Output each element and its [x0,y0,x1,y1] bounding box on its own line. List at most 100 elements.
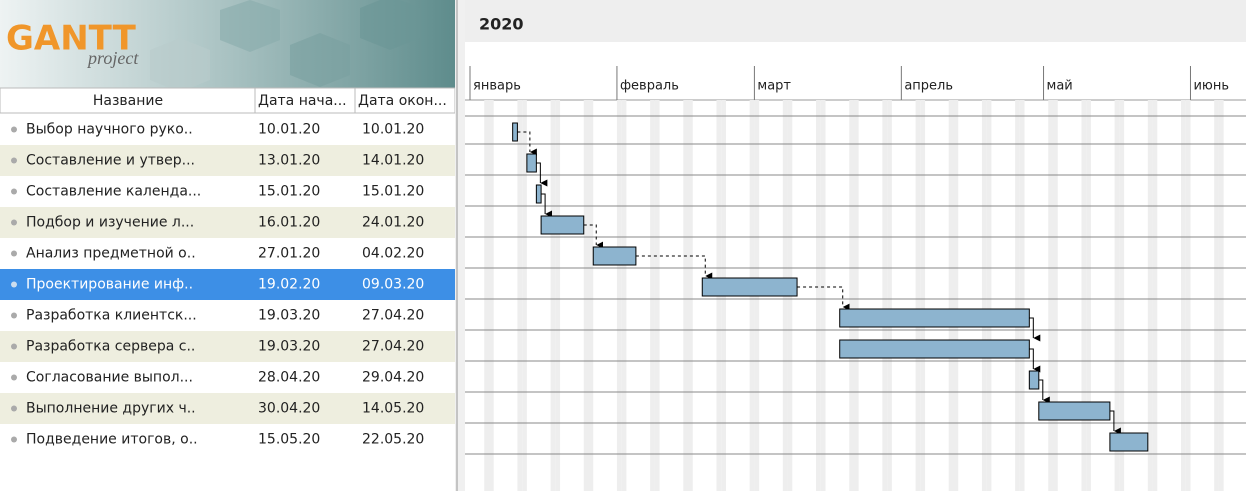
weekend-stripe [953,100,959,491]
row-bullet [11,436,17,443]
weekend-stripe [522,100,527,491]
splitter[interactable] [455,0,465,491]
task-row[interactable]: Анализ предметной о.. 27.01.20 04.02.20 [0,238,455,269]
weekend-stripe [920,100,926,491]
weekend-stripe [1181,100,1186,491]
row-background [0,114,455,145]
task-row[interactable]: Подведение итогов, о.. 15.05.20 22.05.20 [0,424,455,455]
task-bar[interactable] [701,277,798,297]
table-header: Название Дата нача... Дата окон... [0,87,456,114]
weekend-stripe [948,100,954,491]
task-row[interactable]: Составление и утвер... 13.01.20 14.01.20 [0,145,455,176]
task-row[interactable]: Подбор и изучение л... 16.01.20 24.01.20 [0,207,455,238]
row-background [0,269,455,300]
weekend-stripe [1147,100,1153,491]
row-background [0,331,455,362]
dependency-arrow [1038,379,1050,404]
dependency-arrow [635,255,713,280]
row-background [0,238,455,269]
row-bullet [11,374,17,381]
row-background [0,362,455,393]
weekend-stripe [555,100,561,491]
row-background [0,393,455,424]
task-bar[interactable] [526,153,537,173]
weekend-stripe [1114,100,1120,491]
weekend-stripe [1053,100,1058,491]
task-bar[interactable] [1028,370,1040,390]
task-bar[interactable] [1038,401,1111,421]
task-bar[interactable] [1109,432,1149,452]
task-row[interactable]: Согласование выпол... 28.04.20 29.04.20 [0,362,455,393]
month-label: июнь [1193,79,1229,94]
row-bullet [11,126,17,133]
logo: GANTT project [0,0,455,92]
task-bar[interactable] [512,122,518,142]
weekend-stripe [853,100,859,491]
row-bullet [11,157,17,164]
task-bar[interactable] [839,339,1030,359]
task-name: Анализ предметной о.. [26,246,196,262]
task-start: 27.01.20 [258,246,320,262]
row-bullet [11,312,17,319]
year-header [465,0,1246,42]
task-end: 09.03.20 [362,277,424,293]
weekend-stripe [986,100,992,491]
task-start: 16.01.20 [258,215,320,231]
row-bullet [11,405,17,412]
weekend-stripe [654,100,660,491]
dependency-arrow [1029,317,1041,342]
weekend-stripe [1214,100,1219,491]
column-header[interactable]: Дата нача... [258,93,347,109]
year-label: 2020 [479,15,524,34]
task-name: Выбор научного руко.. [26,122,193,138]
task-bar[interactable] [592,246,637,266]
weekend-stripe [1015,100,1020,491]
month-label: апрель [904,79,953,94]
task-start: 15.05.20 [258,432,320,448]
task-row[interactable]: Разработка сервера с.. 19.03.20 27.04.20 [0,331,455,362]
weekend-stripe [1152,100,1158,491]
weekend-stripe [1081,100,1087,491]
row-bullet [11,343,17,350]
task-bar[interactable] [839,308,1030,328]
task-bar[interactable] [540,215,585,235]
weekend-stripe [816,100,821,491]
task-name: Выполнение других ч.. [26,401,196,417]
task-bar[interactable] [535,184,542,204]
task-end: 27.04.20 [362,308,424,324]
task-end: 10.01.20 [362,122,424,138]
weekend-stripe [621,100,627,491]
task-start: 19.03.20 [258,308,320,324]
month-label: май [1047,79,1073,94]
row-bullet [11,250,17,257]
dependency-arrow [541,193,553,218]
column-header[interactable]: Название [93,93,163,109]
weekend-stripe [981,100,987,491]
row-bullet [11,188,17,195]
column-header[interactable]: Дата окон... [358,93,447,109]
dependency-arrow [1109,410,1121,435]
task-start: 19.03.20 [258,339,320,355]
weekend-stripe [683,100,689,491]
task-name: Подведение итогов, о.. [26,432,198,448]
task-name: Проектирование инф.. [26,277,193,293]
dependency-arrow [517,131,537,156]
task-row[interactable]: Проектирование инф.. 19.02.20 09.03.20 [0,269,455,300]
task-row[interactable]: Разработка клиентск... 19.03.20 27.04.20 [0,300,455,331]
month-label: январь [473,79,521,94]
weekend-stripe [488,100,494,491]
task-row[interactable]: Выбор научного руко.. 10.01.20 10.01.20 [0,114,455,145]
task-name: Составление календа... [26,184,201,200]
weekend-stripe [882,100,888,491]
row-background [0,145,455,176]
task-end: 04.02.20 [362,246,424,262]
weekend-stripe [484,100,489,491]
task-end: 27.04.20 [362,339,424,355]
task-row[interactable]: Выполнение других ч.. 30.04.20 14.05.20 [0,393,455,424]
dependency-arrow [583,224,604,249]
task-row[interactable]: Составление календа... 15.01.20 15.01.20 [0,176,455,207]
task-name: Составление и утвер... [26,153,195,169]
task-end: 24.01.20 [362,215,424,231]
dependency-arrow [536,162,548,187]
task-end: 15.01.20 [362,184,424,200]
